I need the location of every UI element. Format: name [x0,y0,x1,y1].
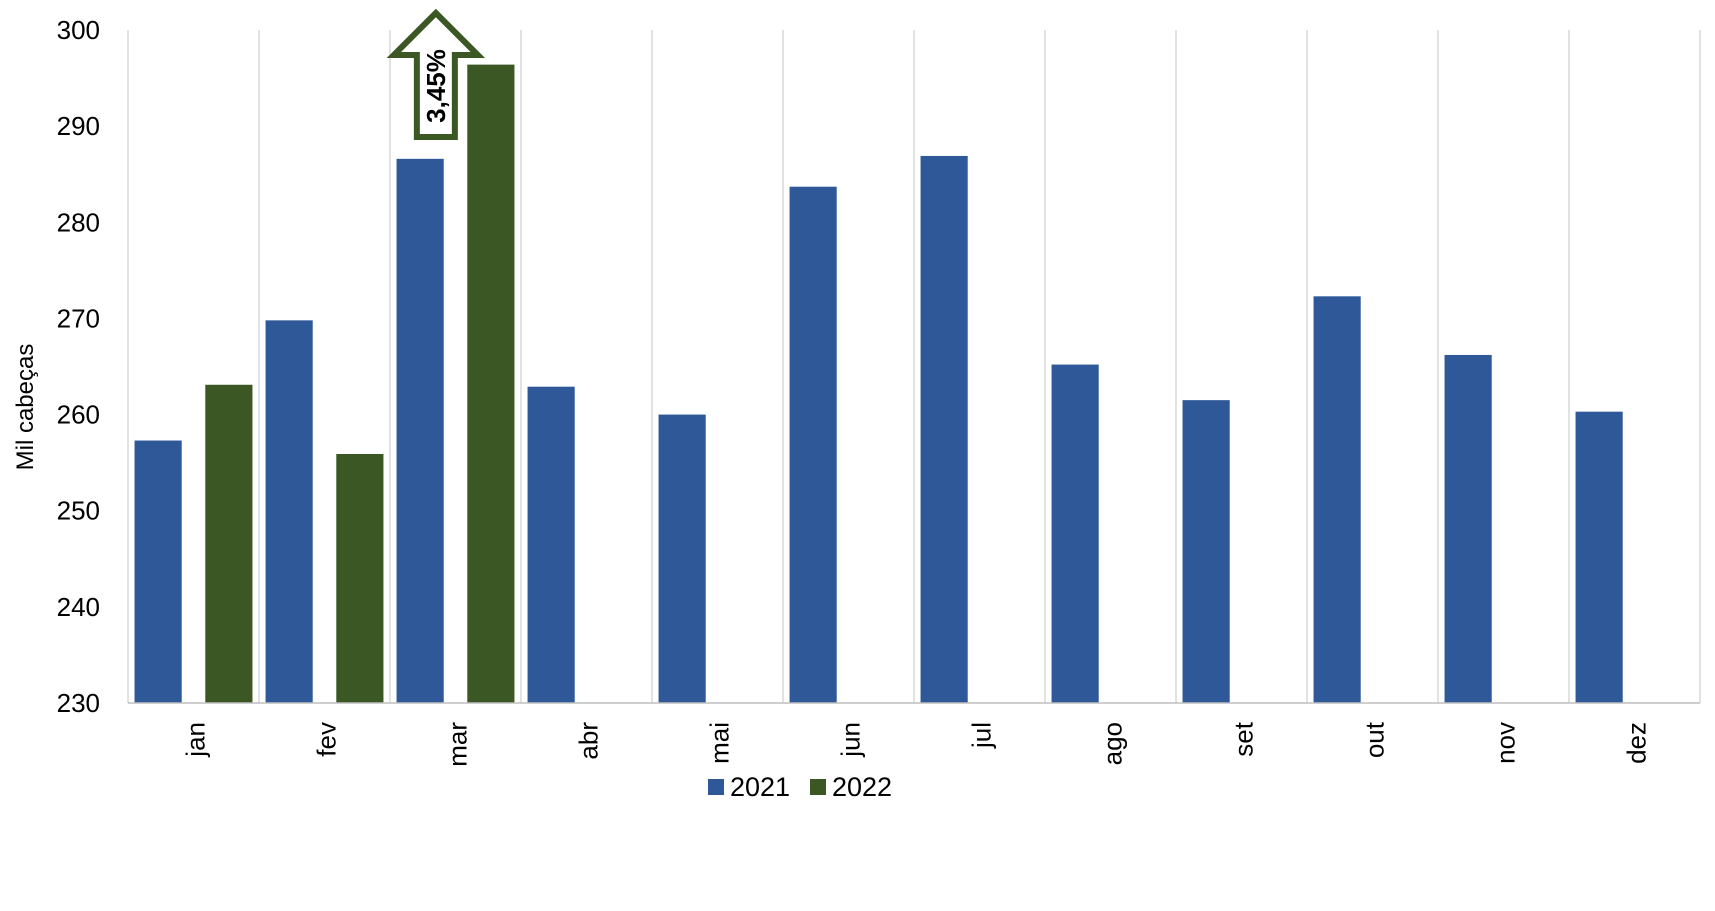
bar-2021-mar [396,158,444,703]
bar-2022-jan [205,384,253,703]
bar-2021-set [1182,400,1230,703]
bar-2021-fev [265,320,313,703]
y-tick-label: 240 [57,592,100,622]
x-tick-label-abr: abr [574,722,604,760]
legend-label-2021: 2021 [730,772,790,802]
bar-2022-fev [336,453,384,703]
bar-2021-jun [789,186,837,703]
grid-layer [127,30,1701,703]
y-tick-label: 230 [57,688,100,718]
y-tick-label: 300 [57,15,100,45]
x-tick-label-mai: mai [705,722,735,764]
annotation-label: 3,45% [421,49,451,123]
x-tick-label-ago: ago [1098,722,1128,765]
x-tick-label-set: set [1229,721,1259,756]
up-arrow-annotation [386,8,486,140]
x-tick-label-dez: dez [1622,722,1652,764]
y-tick-label: 290 [57,111,100,141]
legend-swatch-2021 [708,779,724,795]
x-tick-label-out: out [1360,721,1390,758]
legend: 2021 2022 [708,772,892,802]
y-tick-label: 250 [57,496,100,526]
y-tick-label: 260 [57,400,100,430]
x-tick-label-jan: jan [181,722,211,758]
x-tick-label-nov: nov [1491,722,1521,764]
x-tick-label-mar: mar [443,722,473,767]
y-tick-label: 270 [57,303,100,333]
legend-swatch-2022 [810,779,826,795]
legend-label-2022: 2022 [832,772,892,802]
bars-layer [134,64,1623,703]
bar-2021-mai [658,414,706,703]
bar-2021-ago [1051,364,1099,703]
annotation-layer: 3,45% [386,8,486,140]
y-tick-label: 280 [57,207,100,237]
x-tick-label-fev: fev [312,722,342,757]
x-tick-label-jul: jul [967,722,997,749]
bar-2021-abr [527,386,575,703]
bar-2021-out [1313,296,1361,703]
y-axis-title: Mil cabeças [12,344,39,471]
bar-2021-nov [1444,354,1492,703]
bar-2021-jul [920,155,968,703]
bar-2021-jan [134,440,182,703]
axis-layer: 230 240 250 260 270 280 290 300 jan fev mar abr mai j… [57,15,1700,767]
x-tick-label-jun: jun [836,722,866,758]
bar-2022-mar [467,64,515,703]
bar-2021-dez [1575,411,1623,703]
